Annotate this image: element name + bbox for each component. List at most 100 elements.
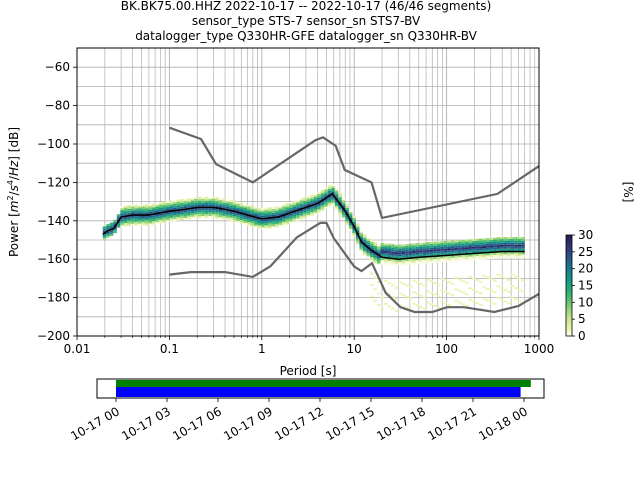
low-noise-model-line bbox=[169, 221, 540, 314]
heatmap-cell bbox=[320, 203, 325, 206]
heatmap-cell bbox=[264, 211, 269, 214]
heatmap-cell bbox=[450, 294, 455, 297]
heatmap-cell bbox=[148, 219, 152, 222]
heatmap-cell bbox=[377, 258, 381, 260]
heatmap-cell bbox=[443, 256, 448, 259]
heatmap-cell bbox=[429, 247, 434, 250]
heatmap-cell bbox=[496, 245, 501, 247]
heatmap-cell bbox=[282, 206, 286, 209]
heatmap-cell bbox=[345, 203, 349, 206]
heatmap-cell bbox=[299, 202, 304, 205]
heatmap-cell bbox=[394, 246, 399, 249]
coverage-data-bar bbox=[116, 380, 531, 387]
heatmap-cell bbox=[387, 261, 392, 263]
heatmap-cell bbox=[496, 243, 501, 246]
heatmap-cell bbox=[243, 205, 247, 208]
heatmap-cell bbox=[338, 208, 342, 211]
heatmap-cell bbox=[369, 295, 374, 298]
heatmap-cell bbox=[362, 237, 367, 240]
heatmap-cell bbox=[303, 216, 307, 219]
heatmap-cell bbox=[246, 208, 251, 211]
heatmap-cell bbox=[162, 205, 167, 208]
heatmap-cell bbox=[422, 307, 427, 310]
heatmap-cell bbox=[215, 205, 219, 207]
heatmap-cell bbox=[478, 242, 483, 245]
heatmap-cell bbox=[454, 288, 458, 291]
heatmap-cell bbox=[359, 249, 363, 252]
heatmap-cell bbox=[211, 210, 216, 213]
heatmap-cell bbox=[194, 210, 198, 213]
heatmap-cell bbox=[475, 244, 479, 247]
heatmap-cell bbox=[514, 244, 518, 247]
heatmap-cell bbox=[218, 217, 223, 220]
colorbar-tick-label: 15 bbox=[578, 279, 593, 293]
heatmap-cell bbox=[250, 219, 254, 222]
heatmap-cell bbox=[429, 249, 434, 252]
heatmap-cell bbox=[211, 214, 216, 217]
heatmap-cell bbox=[148, 223, 152, 226]
heatmap-cell bbox=[155, 206, 160, 209]
heatmap-cell bbox=[359, 247, 363, 250]
heatmap-cell bbox=[313, 210, 318, 213]
heatmap-cell bbox=[120, 225, 124, 228]
heatmap-cell bbox=[422, 296, 427, 299]
heatmap-cell bbox=[503, 252, 508, 255]
heatmap-cell bbox=[482, 297, 487, 300]
heatmap-cell bbox=[331, 186, 335, 189]
heatmap-cell bbox=[222, 198, 226, 201]
heatmap-cell bbox=[222, 206, 226, 209]
heatmap-cell bbox=[394, 259, 399, 262]
heatmap-cell bbox=[464, 256, 469, 259]
heatmap-cell bbox=[468, 298, 472, 301]
heatmap-cell bbox=[116, 214, 121, 217]
heatmap-cell bbox=[194, 214, 198, 217]
heatmap-cell bbox=[401, 282, 406, 285]
heatmap-cell bbox=[412, 245, 416, 248]
heatmap-cell bbox=[493, 256, 497, 259]
heatmap-cell bbox=[159, 213, 163, 216]
heatmap-cell bbox=[394, 252, 399, 255]
heatmap-cell bbox=[362, 241, 367, 244]
heatmap-cell bbox=[398, 250, 402, 253]
heatmap-cell bbox=[194, 202, 198, 205]
heatmap-cell bbox=[521, 239, 525, 241]
heatmap-cell bbox=[278, 217, 283, 220]
heatmap-cell bbox=[373, 261, 378, 264]
heatmap-cell bbox=[436, 295, 441, 298]
heatmap-cell bbox=[137, 204, 142, 207]
heatmap-cell bbox=[162, 201, 167, 204]
heatmap-cell bbox=[468, 248, 472, 251]
heatmap-cell bbox=[222, 210, 226, 212]
chart-title: BK.BK75.00.HHZ 2022-10-17 -- 2022-10-17 … bbox=[121, 0, 492, 43]
heatmap-cell bbox=[471, 250, 476, 253]
heatmap-cell bbox=[151, 205, 156, 208]
heatmap-cell bbox=[113, 221, 117, 224]
heatmap-cell bbox=[113, 227, 117, 230]
heatmap-cell bbox=[514, 239, 518, 241]
heatmap-cell bbox=[303, 199, 307, 201]
heatmap-cell bbox=[331, 203, 335, 206]
heatmap-cell bbox=[306, 215, 311, 218]
heatmap-cell bbox=[313, 201, 318, 204]
heatmap-cell bbox=[359, 242, 363, 245]
heatmap-cell bbox=[398, 252, 402, 255]
heatmap-cell bbox=[243, 215, 247, 218]
heatmap-cell bbox=[155, 220, 160, 223]
heatmap-cell bbox=[310, 198, 314, 201]
heatmap-cell bbox=[201, 216, 205, 218]
heatmap-cell bbox=[433, 251, 437, 254]
heatmap-cell bbox=[327, 196, 332, 199]
heatmap-cell bbox=[299, 204, 304, 207]
heatmap-cell bbox=[159, 209, 163, 212]
heatmap-cell bbox=[341, 213, 346, 216]
heatmap-cell bbox=[123, 209, 128, 212]
heatmap-cell bbox=[471, 248, 476, 251]
heatmap-cell bbox=[282, 217, 286, 220]
heatmap-cell bbox=[384, 260, 388, 263]
heatmap-cell bbox=[412, 254, 416, 257]
heatmap-cell bbox=[468, 256, 472, 259]
heatmap-cell bbox=[271, 222, 276, 225]
heatmap-cell bbox=[408, 255, 413, 258]
heatmap-cell bbox=[384, 262, 388, 265]
heatmap-cell bbox=[355, 240, 360, 243]
